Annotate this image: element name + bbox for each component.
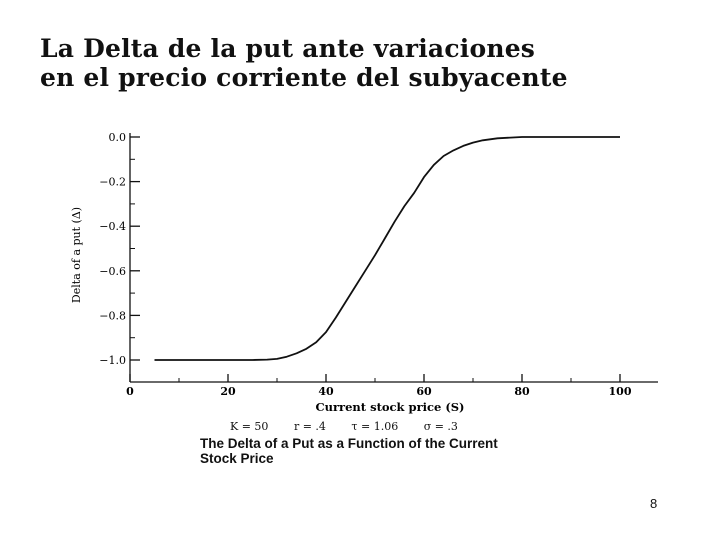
x-axis-label: Current stock price (S) <box>315 400 464 414</box>
y-tick-label: −0.6 <box>99 265 126 278</box>
y-tick-label: −0.4 <box>99 220 126 233</box>
x-tick-label: 60 <box>416 385 432 398</box>
page-number: 8 <box>650 496 658 511</box>
slide-title: La Delta de la put ante variaciones en e… <box>40 34 680 92</box>
x-tick-label: 100 <box>609 385 632 398</box>
x-tick-label: 80 <box>514 385 530 398</box>
x-tick-label: 20 <box>220 385 236 398</box>
chart-series <box>154 136 620 361</box>
y-tick-label: −1.0 <box>99 354 126 367</box>
param-volatility: σ = .3 <box>423 420 458 433</box>
caption-line-1: The Delta of a Put as a Function of the … <box>200 436 498 451</box>
x-tick-label: 0 <box>126 385 134 398</box>
delta-curve <box>154 136 620 361</box>
param-time: τ = 1.06 <box>351 420 399 433</box>
y-tick-label: −0.8 <box>99 309 126 322</box>
param-rate: r = .4 <box>293 420 326 433</box>
param-strike: K = 50 <box>230 420 269 433</box>
slide-title-line-2: en el precio corriente del subyacente <box>40 63 568 92</box>
x-tick-label: 40 <box>318 385 334 398</box>
slide-title-line-1: La Delta de la put ante variaciones <box>40 34 536 63</box>
y-axis-label: Delta of a put (Δ) <box>70 207 83 303</box>
y-tick-label: 0.0 <box>109 131 127 144</box>
chart-axes <box>129 133 658 383</box>
caption-line-2: Stock Price <box>200 451 274 466</box>
chart-ticks: 0.0 −0.2 −0.4 −0.6 −0.8 −1.0 0 20 40 60 80 100 <box>99 131 632 398</box>
parameters-line: K = 50 r = .4 τ = 1.06 σ = .3 <box>230 420 480 433</box>
y-tick-label: −0.2 <box>99 176 126 189</box>
figure-caption: The Delta of a Put as a Function of the … <box>200 436 620 466</box>
